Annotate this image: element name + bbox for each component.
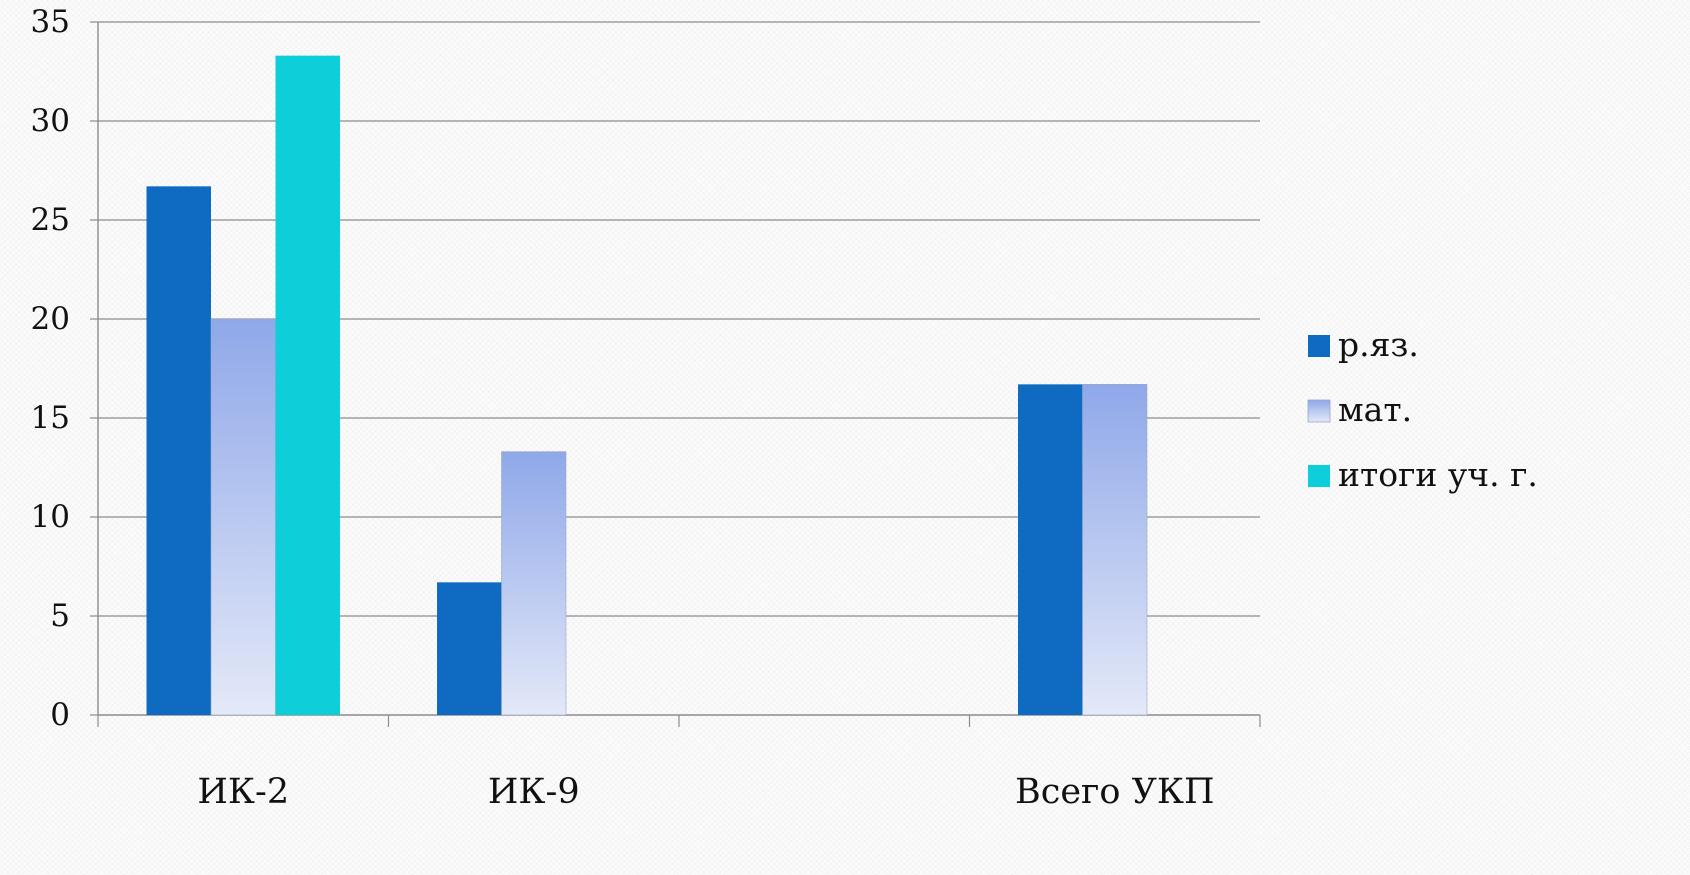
legend-label: мат. [1338, 390, 1412, 429]
legend-label: итоги уч. г. [1338, 455, 1538, 494]
bar-series-2-cat-1 [210, 318, 276, 716]
y-tick-label: 30 [31, 103, 70, 139]
y-tick-label: 10 [31, 499, 70, 535]
bars [146, 55, 1148, 716]
bar-series-1-cat-4 [1018, 384, 1083, 715]
bar-series-1-cat-1 [146, 186, 212, 716]
bar-series-1-cat-2 [437, 582, 502, 715]
legend: р.яз. мат. итоги уч. г. [1307, 325, 1538, 494]
bar-series-2-cat-4 [1082, 384, 1148, 716]
bar-series-3-cat-1 [275, 55, 340, 716]
y-tick-label: 20 [31, 301, 70, 337]
legend-swatch [1307, 399, 1331, 423]
y-tick-label: 15 [31, 400, 70, 436]
x-category-label: ИК-9 [488, 772, 580, 812]
legend-swatch [1308, 465, 1330, 487]
y-tick-label: 35 [31, 4, 70, 40]
x-category-label: ИК-2 [197, 772, 289, 812]
x-category-label: Всего УКП [1015, 772, 1214, 812]
y-tick-label: 25 [31, 202, 70, 238]
y-tick-label: 0 [50, 697, 70, 733]
y-tick-label: 5 [50, 598, 70, 634]
legend-label: р.яз. [1338, 325, 1419, 364]
tick-labels: 0 5 10 15 20 25 30 35 ИК-2 ИК-9 Всего УКП [31, 4, 1215, 812]
bar-series-2-cat-2 [501, 451, 567, 716]
legend-swatch [1308, 335, 1330, 357]
